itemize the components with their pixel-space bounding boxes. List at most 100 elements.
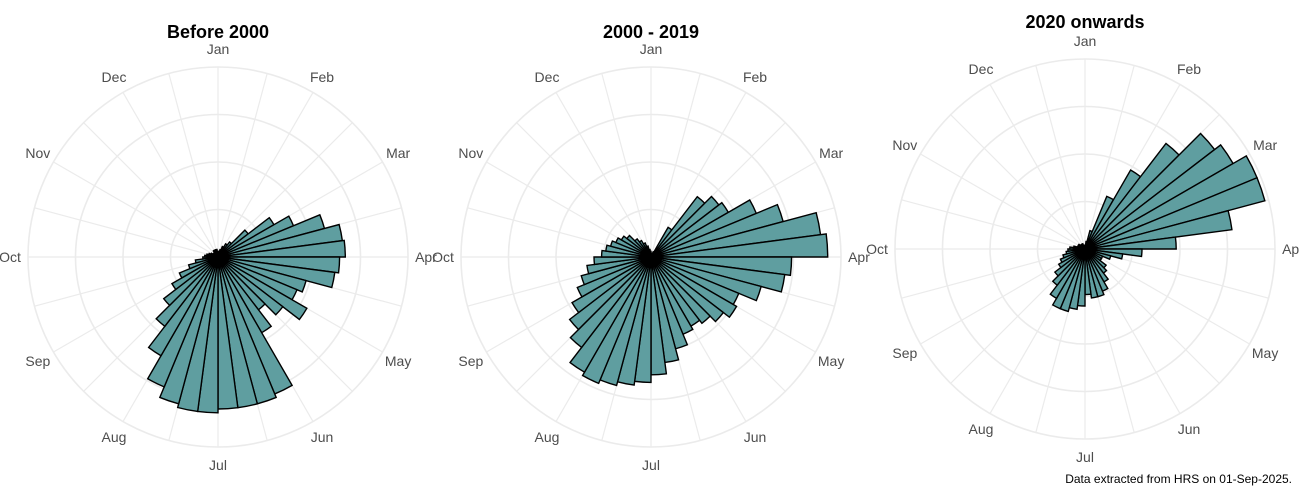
- month-label-nov: Nov: [892, 137, 917, 153]
- bar-bin-48: [216, 250, 219, 258]
- grid-spoke: [34, 207, 219, 258]
- panel-title: 2020 onwards: [1025, 12, 1144, 32]
- bar-bin-28: [581, 256, 652, 385]
- bar-bin-30: [569, 256, 652, 349]
- month-label-apr: Apr: [1282, 241, 1300, 257]
- bar-bin-34: [187, 256, 219, 270]
- bar-bin-12: [217, 239, 347, 258]
- data-source-caption: Data extracted from HRS on 01-Sep-2025.: [1065, 472, 1292, 486]
- grid-spoke: [217, 92, 314, 258]
- month-label-feb: Feb: [1177, 61, 1201, 77]
- month-label-may: May: [1252, 345, 1278, 361]
- grid-spoke: [1084, 248, 1250, 345]
- month-label-jun: Jun: [744, 429, 767, 445]
- grid-spoke: [901, 248, 1086, 299]
- bar-bin-33: [1059, 248, 1086, 264]
- bars: [568, 195, 829, 387]
- month-label-feb: Feb: [743, 69, 767, 85]
- polar-panel-2020-onwards: 2020 onwards Jan Feb Mar Apr May Jun Jul Aug Sep…: [866, 12, 1300, 465]
- bar-bin-32: [571, 256, 652, 314]
- month-label-jun: Jun: [1178, 421, 1201, 437]
- month-label-may: May: [818, 353, 844, 369]
- panel-title: 2000 - 2019: [603, 22, 699, 42]
- month-label-nov: Nov: [25, 145, 50, 161]
- grid-spoke: [950, 114, 1086, 250]
- bar-bin-17: [217, 256, 308, 321]
- grid-spoke: [1035, 65, 1086, 250]
- month-label-mar: Mar: [1253, 137, 1277, 153]
- month-label-dec: Dec: [535, 69, 560, 85]
- grid-spoke: [989, 84, 1086, 250]
- month-labels: Jan Feb Mar Apr May Jun Jul Aug Sep Oct Nov Dec: [0, 41, 437, 473]
- month-label-oct: Oct: [0, 249, 21, 265]
- grid-spoke: [53, 161, 219, 258]
- month-label-sep: Sep: [892, 345, 917, 361]
- grid-spoke: [920, 153, 1086, 250]
- bar-bin-23: [1084, 248, 1099, 299]
- month-label-oct: Oct: [866, 241, 888, 257]
- grid-spoke: [650, 73, 701, 258]
- month-label-apr: Apr: [415, 249, 437, 265]
- month-labels: Jan Feb Mar Apr May Jun Jul Aug Sep Oct Nov Dec: [432, 41, 870, 473]
- month-label-jun: Jun: [311, 429, 334, 445]
- grid-spoke: [516, 122, 652, 258]
- month-label-jan: Jan: [1074, 33, 1097, 49]
- bar-bin-31: [162, 256, 219, 307]
- grid-spoke: [1084, 65, 1135, 250]
- bars: [146, 213, 347, 414]
- polar-panel-before-2000: Before 2000 Jan Feb Mar Apr May Jun Jul Aug Sep O…: [0, 22, 437, 473]
- month-label-dec: Dec: [102, 69, 127, 85]
- bar-bin-29: [147, 256, 219, 357]
- month-label-aug: Aug: [102, 429, 127, 445]
- grid-spoke: [1084, 248, 1220, 384]
- bar-bin-33: [178, 256, 219, 279]
- bar-bin-48: [1083, 244, 1086, 250]
- month-label-apr: Apr: [848, 249, 870, 265]
- month-label-mar: Mar: [819, 145, 843, 161]
- bar-bin-34: [580, 256, 652, 286]
- bar-bin-31: [1053, 248, 1086, 277]
- bar-bin-12: [1084, 236, 1177, 250]
- bar-bin-35: [586, 256, 652, 275]
- bar-bin-17: [650, 256, 738, 319]
- month-labels: Jan Feb Mar Apr May Jun Jul Aug Sep Oct Nov Dec: [866, 33, 1300, 465]
- month-label-may: May: [385, 353, 411, 369]
- bars: [1049, 132, 1266, 313]
- month-label-oct: Oct: [432, 249, 454, 265]
- bar-bin-30: [155, 256, 219, 328]
- bar-bin-11: [1084, 209, 1233, 250]
- month-label-jul: Jul: [1076, 449, 1094, 465]
- bar-bin-19: [650, 256, 712, 325]
- grid-spoke: [920, 248, 1086, 345]
- bar-bin-36: [593, 256, 652, 266]
- month-label-sep: Sep: [25, 353, 50, 369]
- bar-bin-18: [650, 256, 725, 323]
- polar-panel-2000-2019: 2000 - 2019 Jan Feb Mar Apr May Jun Jul Aug Sep O…: [432, 22, 870, 473]
- month-label-sep: Sep: [458, 353, 483, 369]
- bar-bin-32: [1057, 248, 1086, 269]
- grid-spoke: [168, 73, 219, 258]
- month-label-dec: Dec: [969, 61, 994, 77]
- month-label-aug: Aug: [535, 429, 560, 445]
- month-label-jan: Jan: [640, 41, 663, 57]
- grid-spoke: [34, 256, 219, 307]
- month-label-jul: Jul: [642, 457, 660, 473]
- grid-spoke: [601, 73, 652, 258]
- bar-bin-10: [1084, 176, 1266, 250]
- month-label-mar: Mar: [386, 145, 410, 161]
- grid-spoke: [217, 73, 268, 258]
- bar-bin-28: [146, 256, 219, 388]
- bar-bin-18: [217, 256, 284, 316]
- grid-spoke: [122, 92, 219, 258]
- grid-spoke: [83, 122, 219, 258]
- month-label-feb: Feb: [310, 69, 334, 85]
- grid-spoke: [555, 92, 652, 258]
- bar-bin-12: [650, 233, 829, 258]
- bar-bin-29: [569, 256, 652, 374]
- month-label-jul: Jul: [209, 457, 227, 473]
- panel-title: Before 2000: [167, 22, 269, 42]
- bar-bin-33: [576, 256, 652, 298]
- month-label-nov: Nov: [458, 145, 483, 161]
- bar-bin-31: [568, 256, 652, 331]
- bar-bin-32: [170, 256, 219, 291]
